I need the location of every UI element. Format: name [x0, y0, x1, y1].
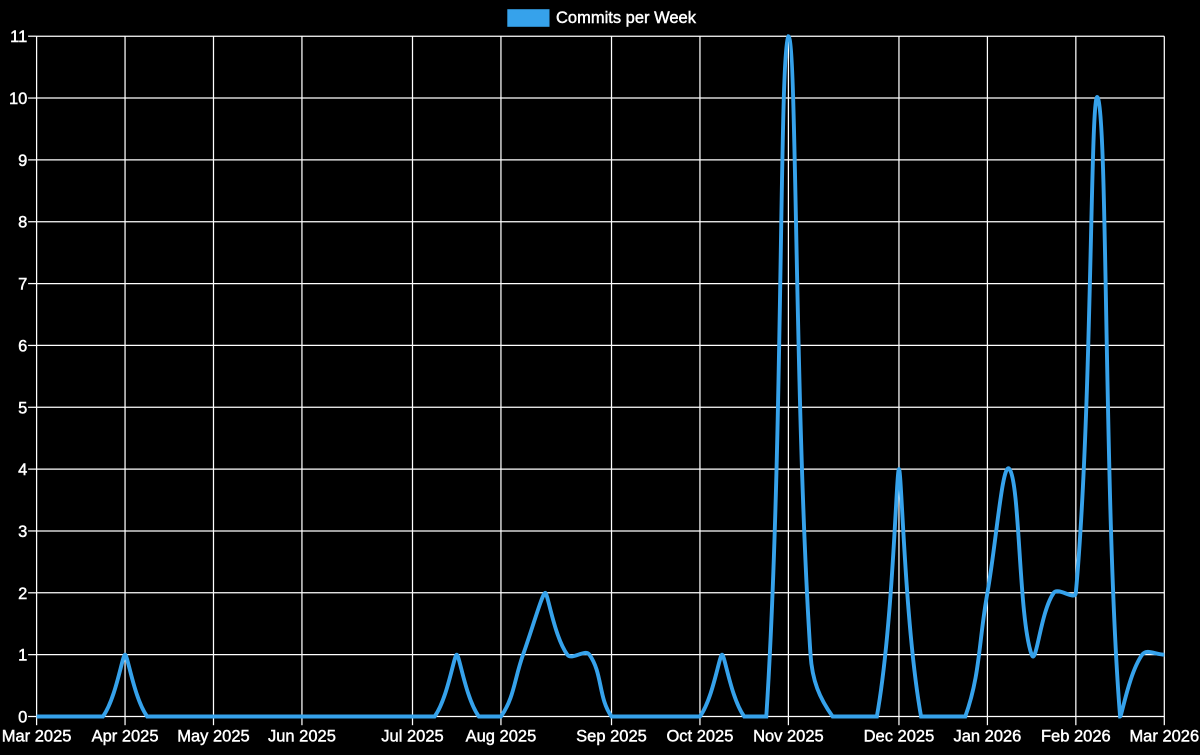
svg-text:Oct 2025: Oct 2025	[666, 727, 733, 745]
svg-text:Jul 2025: Jul 2025	[381, 727, 443, 745]
svg-text:Nov 2025: Nov 2025	[753, 727, 824, 745]
svg-text:0: 0	[18, 709, 27, 727]
svg-text:Aug 2025: Aug 2025	[466, 727, 537, 745]
svg-text:Sep 2025: Sep 2025	[576, 727, 647, 745]
svg-text:11: 11	[10, 28, 27, 46]
svg-text:5: 5	[18, 399, 27, 417]
svg-text:Dec 2025: Dec 2025	[864, 727, 935, 745]
svg-text:1: 1	[18, 647, 27, 665]
svg-text:Jun 2025: Jun 2025	[268, 727, 336, 745]
svg-text:Apr 2025: Apr 2025	[92, 727, 159, 745]
svg-text:Feb 2026: Feb 2026	[1041, 727, 1111, 745]
svg-text:7: 7	[18, 276, 27, 294]
svg-text:Mar 2025: Mar 2025	[2, 727, 72, 745]
svg-text:9: 9	[18, 152, 27, 170]
svg-text:10: 10	[9, 90, 27, 108]
svg-text:3: 3	[18, 523, 27, 541]
svg-text:Commits per Week: Commits per Week	[556, 9, 697, 27]
svg-text:May 2025: May 2025	[177, 727, 249, 745]
svg-text:8: 8	[18, 214, 27, 232]
svg-text:4: 4	[18, 461, 27, 479]
svg-text:Jan 2026: Jan 2026	[953, 727, 1021, 745]
svg-text:6: 6	[18, 337, 27, 355]
svg-text:2: 2	[18, 585, 27, 603]
svg-text:Mar 2026: Mar 2026	[1129, 727, 1199, 745]
